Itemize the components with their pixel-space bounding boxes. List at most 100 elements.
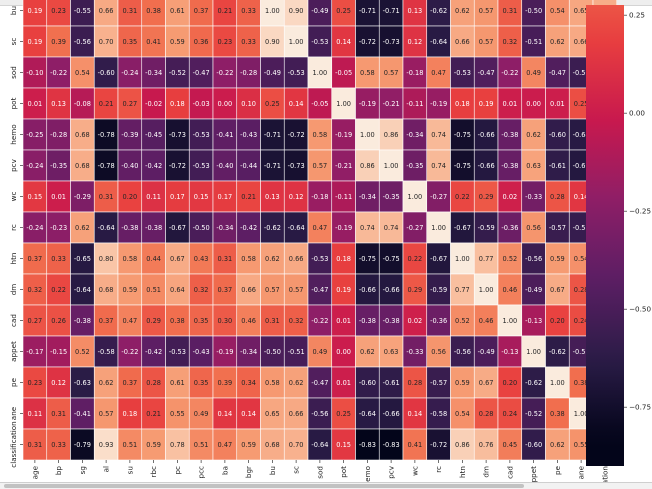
cell-value-label: 0.57	[313, 162, 328, 170]
cell-value-label: 0.64	[170, 286, 185, 294]
cell-value-label: 0.01	[336, 379, 351, 387]
cell-value-label: 0.58	[313, 131, 328, 139]
cell-value-label: 0.14	[241, 410, 256, 418]
cell-value-label: 0.18	[123, 410, 138, 418]
cell-value-label: -0.36	[430, 317, 447, 325]
x-tick-label: dm	[482, 466, 491, 478]
cell-value-label: 0.27	[28, 317, 43, 325]
cell-value-label: 0.28	[574, 286, 589, 294]
cell-value-label: -0.67	[430, 255, 447, 263]
cell-value-label: 0.20	[123, 193, 138, 201]
cell-value-label: -0.51	[288, 348, 305, 356]
cell-value-label: 0.68	[265, 441, 280, 449]
cell-value-label: -0.24	[26, 224, 43, 232]
cell-value-label: 0.57	[265, 286, 280, 294]
cell-value-label: 0.67	[550, 286, 565, 294]
cell-value-label: -0.75	[383, 255, 400, 263]
cell-value-label: 0.24	[503, 410, 518, 418]
cell-value-label: 0.31	[28, 441, 43, 449]
cell-value-label: 0.46	[479, 317, 494, 325]
scrollbar-thumb[interactable]	[4, 484, 524, 488]
y-tick-label: wc	[9, 192, 18, 202]
colorbar-tick-label: 0.00	[629, 109, 645, 118]
cell-value-label: 0.59	[455, 379, 470, 387]
cell-value-label: -0.47	[311, 379, 328, 387]
cell-value-label: 0.43	[194, 255, 209, 263]
cell-value-label: -0.50	[264, 348, 281, 356]
colorbar-tick-label: −0.75	[629, 403, 651, 412]
cell-value-label: 0.37	[99, 317, 114, 325]
horizontal-scrollbar[interactable]	[0, 482, 652, 489]
cell-value-label: 0.21	[241, 193, 256, 201]
cell-value-label: 1.00	[336, 100, 351, 108]
cell-value-label: 0.68	[75, 131, 90, 139]
cell-value-label: -0.50	[525, 7, 542, 15]
cell-value-label: -0.44	[240, 162, 257, 170]
cell-value-label: 0.31	[99, 193, 114, 201]
cell-value-label: -0.53	[169, 348, 186, 356]
cell-value-label: 0.17	[170, 193, 185, 201]
x-tick-label: sod	[315, 466, 324, 479]
cell-value-label: -0.34	[406, 131, 423, 139]
cell-value-label: 0.25	[336, 7, 351, 15]
x-tick-label: hemo	[363, 466, 372, 486]
x-tick-label: ane	[577, 465, 586, 479]
cell-value-label: 0.22	[51, 286, 66, 294]
cell-value-label: -0.79	[74, 441, 91, 449]
cell-value-label: -0.36	[501, 224, 518, 232]
cell-value-label: -0.19	[430, 100, 447, 108]
cell-value-label: 0.66	[289, 255, 304, 263]
cell-value-label: -0.35	[50, 162, 67, 170]
cell-value-label: -0.35	[406, 162, 423, 170]
cell-value-label: -0.50	[193, 224, 210, 232]
cell-value-label: 0.49	[313, 348, 328, 356]
cell-value-label: -0.56	[454, 348, 471, 356]
cell-value-label: 0.13	[408, 7, 423, 15]
cell-value-label: 0.31	[265, 317, 280, 325]
cell-value-label: -0.34	[359, 193, 376, 201]
cell-value-label: 0.63	[526, 162, 541, 170]
cell-value-label: 0.00	[218, 100, 233, 108]
cell-value-label: 0.68	[99, 286, 114, 294]
cell-value-label: 1.00	[313, 69, 328, 77]
cell-value-label: -0.08	[74, 100, 91, 108]
cell-value-label: 0.19	[336, 286, 351, 294]
cell-value-label: -0.13	[525, 317, 542, 325]
cell-value-label: 0.54	[574, 255, 589, 263]
cell-value-label: 0.18	[455, 100, 470, 108]
cell-value-label: 0.56	[431, 348, 446, 356]
cell-value-label: 0.68	[75, 162, 90, 170]
cell-value-label: -0.57	[430, 379, 447, 387]
cell-value-label: 0.28	[479, 410, 494, 418]
y-tick-label: bu	[9, 6, 18, 15]
heatmap-cell-labels: 0.19 0.23 -0.55 0.66 0.31 0.38 0.61 0.37 0.21 0.3…	[26, 7, 613, 449]
cell-value-label: -0.75	[454, 162, 471, 170]
cell-value-label: -0.38	[145, 224, 162, 232]
cell-value-label: 0.49	[526, 69, 541, 77]
cell-value-label: -0.64	[98, 224, 115, 232]
cell-value-label: 0.23	[28, 379, 43, 387]
cell-value-label: 0.38	[550, 410, 565, 418]
cell-value-label: 0.02	[408, 317, 423, 325]
cell-value-label: 0.59	[123, 286, 138, 294]
x-tick-label: su	[125, 466, 134, 474]
cell-value-label: -0.13	[501, 348, 518, 356]
cell-value-label: -0.28	[240, 69, 257, 77]
cell-value-label: -0.22	[501, 69, 518, 77]
cell-value-label: 0.58	[123, 255, 138, 263]
cell-value-label: 0.31	[51, 410, 66, 418]
cell-value-label: 0.61	[170, 7, 185, 15]
cell-value-label: -0.28	[50, 131, 67, 139]
cell-value-label: -0.61	[383, 379, 400, 387]
cell-value-label: -0.72	[288, 131, 305, 139]
cell-value-label: 0.39	[51, 38, 66, 46]
cell-value-label: 0.30	[218, 317, 233, 325]
cell-value-label: -0.27	[430, 193, 447, 201]
cell-value-label: 0.17	[218, 193, 233, 201]
cell-value-label: 0.28	[146, 379, 161, 387]
cell-value-label: -0.39	[121, 131, 138, 139]
x-tick-label: bp	[54, 466, 63, 476]
cell-value-label: 0.18	[336, 255, 351, 263]
cell-value-label: 0.38	[170, 317, 185, 325]
cell-value-label: 0.13	[51, 100, 66, 108]
